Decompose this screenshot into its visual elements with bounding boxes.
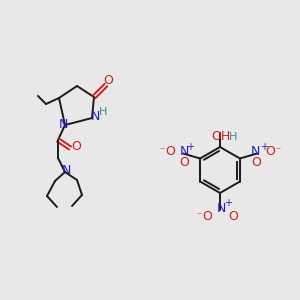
Text: N: N — [216, 202, 226, 214]
Text: ⁻: ⁻ — [196, 211, 202, 221]
Text: N: N — [179, 145, 189, 158]
Text: N: N — [61, 164, 71, 176]
Text: O: O — [179, 156, 189, 169]
Text: N: N — [90, 110, 100, 124]
Text: O: O — [265, 145, 275, 158]
Text: O: O — [202, 209, 212, 223]
Text: O: O — [165, 145, 175, 158]
Text: OH: OH — [212, 130, 231, 143]
Text: O: O — [103, 74, 113, 88]
Text: +: + — [186, 142, 194, 152]
Text: O: O — [71, 140, 81, 152]
Text: N: N — [58, 118, 68, 131]
Text: ⁻: ⁻ — [160, 146, 165, 157]
Text: ⁻: ⁻ — [275, 146, 281, 157]
Text: +: + — [224, 198, 232, 208]
Text: H: H — [229, 132, 237, 142]
Text: O: O — [228, 209, 238, 223]
Text: N: N — [251, 145, 261, 158]
Text: +: + — [260, 142, 268, 152]
Text: O: O — [251, 156, 261, 169]
Text: H: H — [99, 107, 107, 117]
